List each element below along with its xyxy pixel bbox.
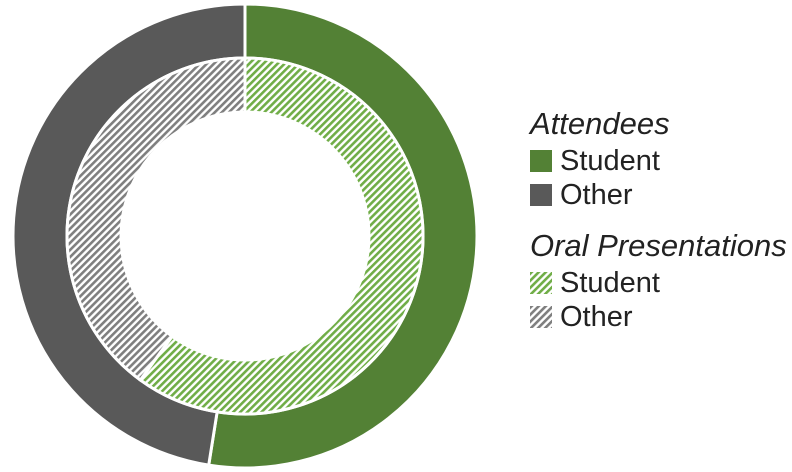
slice-oral-presentations-other	[65, 56, 247, 383]
legend-group-attendees: Attendees Student Other	[530, 104, 788, 212]
swatch-attendees-student	[530, 150, 552, 172]
legend-label: Other	[560, 301, 633, 333]
legend-label: Student	[560, 267, 660, 299]
legend-label: Student	[560, 145, 660, 177]
legend-group-oral-presentations: Oral Presentations Student Other	[530, 226, 788, 334]
slice-oral-presentations-student	[138, 56, 425, 416]
legend-label: Other	[560, 179, 633, 211]
inner-ring-oral-presentations	[65, 56, 425, 416]
legend-item-attendees-student: Student	[530, 144, 788, 178]
legend-title-oral-presentations: Oral Presentations	[530, 228, 787, 263]
swatch-oral-student	[530, 272, 552, 294]
legend-item-oral-other: Other	[530, 300, 788, 334]
legend-item-oral-student: Student	[530, 266, 788, 300]
legend-item-attendees-other: Other	[530, 178, 788, 212]
swatch-attendees-other	[530, 184, 552, 206]
swatch-oral-other	[530, 306, 552, 328]
legend: Attendees Student Other Oral Presentatio…	[530, 104, 788, 348]
legend-title-attendees: Attendees	[530, 106, 670, 141]
